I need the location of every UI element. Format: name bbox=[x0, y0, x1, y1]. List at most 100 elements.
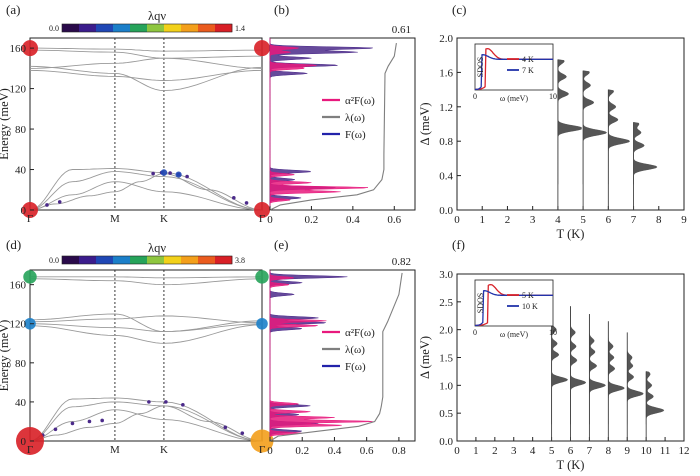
lambda-curve-1 bbox=[269, 43, 397, 211]
gap-distribution-T7 bbox=[633, 122, 658, 185]
phonon-band bbox=[29, 65, 263, 92]
colorbar-segment-3 bbox=[181, 256, 199, 264]
colorbar-title-0: λqν bbox=[148, 9, 166, 23]
band-weight-marker bbox=[53, 427, 58, 432]
colorbar-max-0: 1.4 bbox=[235, 24, 245, 33]
colorbar-segment-3 bbox=[215, 256, 233, 264]
phonon-band bbox=[29, 405, 263, 442]
phonon-band bbox=[29, 409, 263, 442]
x-tick-label-2: 8 bbox=[656, 214, 662, 226]
colorbar-segment-0 bbox=[147, 24, 165, 32]
phonon-band bbox=[30, 278, 263, 286]
inset-legend-entry-5: 5 K bbox=[522, 291, 534, 300]
lambda-highlight-point bbox=[255, 270, 269, 284]
y-tick-label-3: 0 bbox=[21, 436, 27, 448]
gap-distribution-T10 bbox=[645, 371, 665, 425]
inset-x-label-5: ω (meV) bbox=[500, 330, 528, 339]
lambda-highlight-point bbox=[23, 270, 37, 284]
phonon-band bbox=[29, 397, 263, 442]
phonon-band bbox=[29, 69, 263, 81]
colorbar-segment-0 bbox=[79, 24, 97, 32]
panel-label-2: (c) bbox=[452, 2, 466, 17]
x-tick-label-4: 0.6 bbox=[360, 445, 374, 457]
x-tick-label-2: 6 bbox=[606, 214, 612, 226]
band-weight-marker bbox=[151, 171, 155, 176]
y-tick-label-5: 0.5 bbox=[439, 408, 453, 420]
colorbar-segment-0 bbox=[164, 24, 182, 32]
y-tick-label-0: 120 bbox=[10, 84, 27, 96]
panel-label-0: (a) bbox=[6, 2, 20, 17]
panel-frame-2 bbox=[456, 37, 685, 211]
panel-label-4: (e) bbox=[274, 237, 288, 252]
y-tick-label-0: 0 bbox=[21, 205, 27, 217]
x-path-label-3: Γ bbox=[27, 444, 33, 456]
gap-distribution-T5 bbox=[582, 70, 608, 185]
x-axis-label-2: T (K) bbox=[557, 227, 585, 241]
x-tick-label-5: 0 bbox=[454, 445, 460, 457]
y-axis-label-2: Δ (meV) bbox=[418, 102, 432, 145]
colorbar-segment-0 bbox=[215, 24, 233, 32]
x-tick-label-5: 4 bbox=[530, 445, 536, 457]
x-tick-label-5: 12 bbox=[679, 445, 690, 457]
phonon-band bbox=[29, 315, 263, 324]
y-axis-label-3: Energy (meV) bbox=[0, 320, 11, 392]
colorbar-max-3: 3.8 bbox=[235, 256, 245, 265]
y-tick-label-5: 2.0 bbox=[439, 325, 453, 337]
band-weight-marker bbox=[240, 431, 245, 435]
colorbar-segment-3 bbox=[62, 256, 80, 264]
x-tick-label-4: 0.8 bbox=[392, 445, 406, 457]
band-weight-marker bbox=[147, 400, 151, 404]
lambda-highlight-point bbox=[250, 429, 274, 453]
colorbar-title-3: λqν bbox=[148, 241, 166, 255]
x-path-label-0: M bbox=[110, 213, 120, 225]
x-tick-label-5: 1 bbox=[473, 445, 479, 457]
colorbar-segment-3 bbox=[113, 256, 131, 264]
y-tick-label-3: 40 bbox=[15, 397, 27, 409]
band-weight-marker bbox=[185, 174, 189, 179]
panel-frame-0 bbox=[29, 37, 263, 211]
lambda-total-label-4: 0.82 bbox=[392, 256, 411, 268]
y-tick-label-2: 0.0 bbox=[439, 205, 453, 217]
x-tick-label-2: 2 bbox=[505, 214, 511, 226]
y-tick-label-0: 160 bbox=[10, 43, 27, 55]
y-tick-label-5: 1.5 bbox=[439, 353, 453, 365]
x-axis-label-5: T (K) bbox=[557, 458, 585, 472]
lambda-total-label-1: 0.61 bbox=[392, 24, 411, 36]
gap-distribution-T9 bbox=[627, 332, 644, 425]
x-tick-label-2: 3 bbox=[530, 214, 536, 226]
band-weight-marker bbox=[232, 196, 236, 200]
colorbar-frame-3 bbox=[61, 255, 233, 265]
colorbar-segment-0 bbox=[198, 24, 216, 32]
y-tick-label-2: 1.2 bbox=[439, 102, 453, 114]
x-tick-label-2: 4 bbox=[555, 214, 561, 226]
gap-distribution-T6 bbox=[608, 89, 631, 185]
y-tick-label-0: 80 bbox=[15, 124, 27, 136]
inset-legend-entry-2: 7 K bbox=[522, 66, 534, 75]
x-tick-label-5: 10 bbox=[641, 445, 653, 457]
x-path-label-3: K bbox=[160, 444, 168, 456]
band-weight-marker bbox=[244, 201, 249, 205]
inset-frame-2 bbox=[474, 43, 554, 91]
dispersion-bands-3 bbox=[16, 270, 274, 455]
gap-distribution-T8 bbox=[608, 320, 625, 425]
legend-entry-4: α²F(ω) bbox=[345, 327, 375, 339]
panel-label-1: (b) bbox=[274, 2, 289, 17]
gap-distribution-T6 bbox=[570, 306, 587, 425]
panel-label-5: (f) bbox=[452, 237, 465, 252]
x-tick-label-5: 5 bbox=[549, 445, 555, 457]
y-tick-label-5: 0.0 bbox=[439, 436, 453, 448]
inset-x-label-2: ω (meV) bbox=[500, 94, 528, 103]
colorbar-segment-3 bbox=[147, 256, 165, 264]
panel-frame-3 bbox=[29, 269, 263, 442]
phonon-band bbox=[29, 168, 263, 211]
band-weight-marker bbox=[100, 418, 104, 423]
x-tick-label-1: 0.4 bbox=[346, 214, 360, 226]
inset-x-tick-2: 0 bbox=[473, 92, 477, 101]
phonon-band bbox=[29, 401, 263, 442]
colorbar-min-0: 0.0 bbox=[49, 24, 59, 33]
dispersion-bands-0 bbox=[22, 38, 270, 218]
legend-entry-1: λ(ω) bbox=[345, 112, 365, 124]
band-weight-marker bbox=[70, 421, 75, 426]
inset-x-tick-5: 10 bbox=[549, 328, 557, 337]
panel-label-3: (d) bbox=[6, 237, 21, 252]
